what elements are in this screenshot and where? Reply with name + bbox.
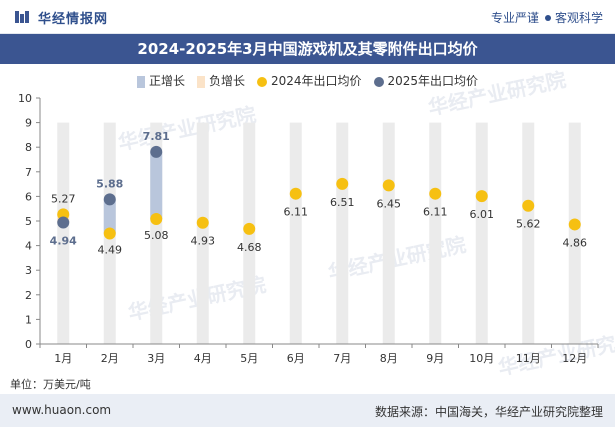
point-2024 <box>568 218 581 231</box>
positive-change-bar <box>103 199 116 234</box>
background-column <box>196 122 209 344</box>
x-tick-label: 10月 <box>469 352 494 365</box>
brand-name: 华经情报网 <box>38 12 109 27</box>
footer: www.huaon.com 数据来源：中国海关，华经产业研究院整理 <box>0 394 615 427</box>
point-2024 <box>429 187 442 200</box>
data-label-2024: 4.49 <box>98 244 123 257</box>
legend-label: 2025年出口均价 <box>387 74 479 88</box>
legend-label: 正增长 <box>148 74 185 88</box>
watermark-text: 华经产业研究院 <box>496 327 615 380</box>
x-tick-label: 12月 <box>562 352 587 365</box>
x-tick-label: 4月 <box>194 352 212 365</box>
x-tick-label: 1月 <box>54 352 72 365</box>
data-label-2024: 6.51 <box>330 196 355 209</box>
data-source: 数据来源：中国海关，华经产业研究院整理 <box>374 405 603 419</box>
x-tick-label: 2月 <box>101 352 119 365</box>
background-column <box>475 122 488 344</box>
data-label-2024: 6.11 <box>423 206 448 219</box>
point-2025 <box>103 193 116 206</box>
point-2025 <box>150 145 163 158</box>
title-bar: 2024-2025年3月中国游戏机及其零附件出口均价 <box>0 34 615 64</box>
data-label-2025: 4.94 <box>50 234 77 247</box>
website-link[interactable]: www.huaon.com <box>12 403 112 417</box>
y-tick-label: 8 <box>25 141 32 154</box>
x-tick-label: 5月 <box>240 352 258 365</box>
point-2025 <box>57 216 70 229</box>
positive-change-bar <box>150 151 163 220</box>
y-tick-label: 4 <box>25 240 32 253</box>
y-tick-label: 9 <box>25 117 32 130</box>
point-2024 <box>150 213 163 226</box>
slogan-left: 专业严谨 <box>490 11 539 25</box>
data-label-2024: 4.68 <box>237 241 262 254</box>
data-label-2024: 4.86 <box>563 236 588 249</box>
watermark-text: 华经产业研究院 <box>426 67 568 120</box>
y-tick-label: 0 <box>25 338 32 351</box>
x-tick-label: 3月 <box>147 352 165 365</box>
background-column <box>568 122 581 344</box>
legend-label: 2024年出口均价 <box>270 74 362 88</box>
data-label-2025: 5.88 <box>96 177 123 190</box>
legend-dot-swatch-icon <box>373 76 384 87</box>
logo-icon <box>15 11 29 23</box>
background-column <box>289 122 302 344</box>
watermark-text: 华经产业研究院 <box>116 102 258 155</box>
data-label-2024: 6.01 <box>470 208 495 221</box>
y-tick-label: 6 <box>25 190 32 203</box>
legend-dot-swatch-icon <box>256 76 267 87</box>
background-column <box>382 122 395 344</box>
background-column <box>57 122 70 344</box>
top-bar: 华经情报网 专业严谨 客观科学 <box>0 0 615 34</box>
point-2024 <box>522 199 535 212</box>
background-column <box>429 122 442 344</box>
data-label-2024: 5.62 <box>516 218 541 231</box>
x-tick-label: 6月 <box>287 352 305 365</box>
y-tick-label: 5 <box>25 215 32 228</box>
point-2024 <box>196 216 209 229</box>
dot-separator-icon <box>544 15 551 21</box>
point-2024 <box>336 177 349 190</box>
chart-plot: 华经产业研究院华经产业研究院华经产业研究院华经产业研究院华经产业研究院01234… <box>18 67 615 380</box>
y-tick-label: 3 <box>25 264 32 277</box>
y-tick-label: 1 <box>25 313 32 326</box>
point-2024 <box>475 190 488 203</box>
data-label-2025: 7.81 <box>143 130 170 143</box>
legend-bar-swatch-icon <box>196 75 205 88</box>
data-label-2024: 6.45 <box>377 197 402 210</box>
x-tick-label: 9月 <box>426 352 444 365</box>
y-tick-label: 7 <box>25 166 32 179</box>
slogan: 专业严谨 客观科学 <box>491 9 603 26</box>
x-tick-label: 11月 <box>516 352 541 365</box>
legend-bar-swatch-icon <box>136 75 145 88</box>
legend-item: 负增长 <box>196 72 245 89</box>
background-column <box>336 122 349 344</box>
y-tick-label: 10 <box>18 92 32 105</box>
legend-item: 2024年出口均价 <box>256 72 362 89</box>
legend-label: 负增长 <box>208 74 245 88</box>
chart-title: 2024-2025年3月中国游戏机及其零附件出口均价 <box>137 40 478 58</box>
unit-label: 单位：万美元/吨 <box>10 378 91 391</box>
point-2024 <box>103 227 116 240</box>
point-2024 <box>243 222 256 235</box>
data-label-2024: 5.08 <box>144 229 169 242</box>
data-label-2024: 5.27 <box>51 192 76 205</box>
legend-item: 正增长 <box>136 72 185 89</box>
data-label-2024: 6.11 <box>284 206 309 219</box>
x-tick-label: 8月 <box>380 352 398 365</box>
legend-item: 2025年出口均价 <box>373 72 479 89</box>
chart-legend: 正增长 负增长 2024年出口均价 2025年出口均价 <box>0 72 615 92</box>
y-tick-label: 2 <box>25 289 32 302</box>
slogan-right: 客观科学 <box>554 11 603 25</box>
data-label-2024: 4.93 <box>191 235 216 248</box>
background-column <box>522 122 535 344</box>
point-2024 <box>289 187 302 200</box>
point-2024 <box>382 179 395 192</box>
x-tick-label: 7月 <box>333 352 351 365</box>
